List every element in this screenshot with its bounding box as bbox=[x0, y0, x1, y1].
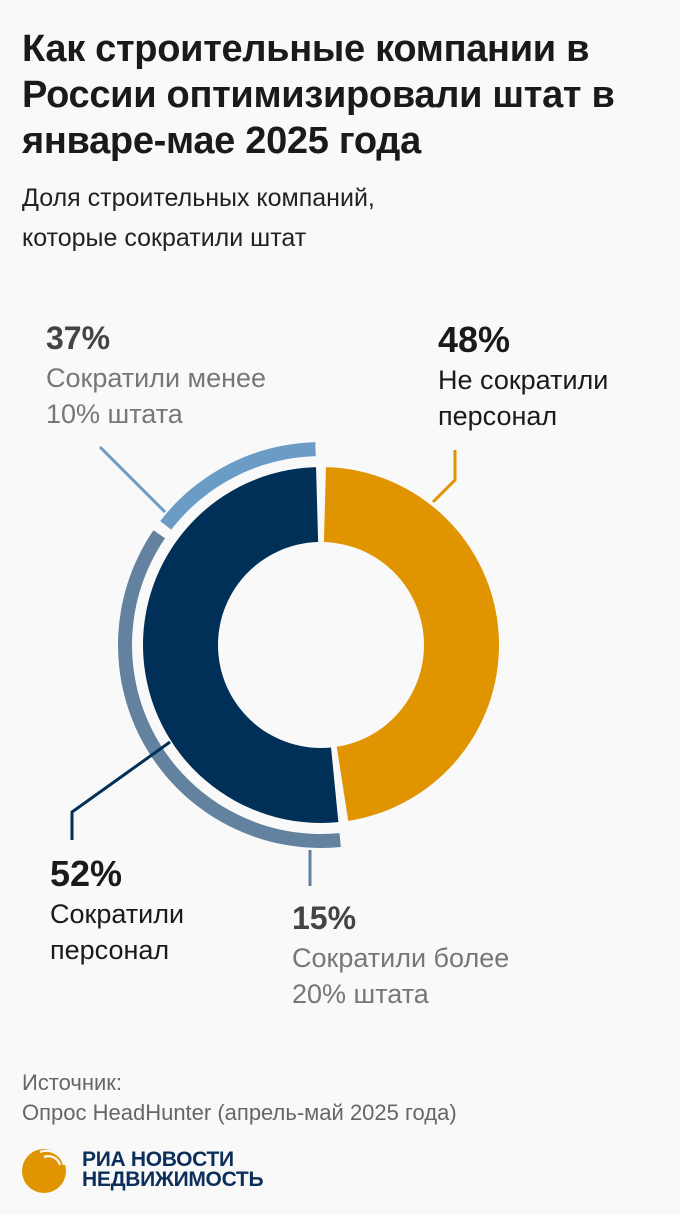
logo-line: РИА НОВОСТИ bbox=[82, 1148, 234, 1171]
outer-arc-1 bbox=[160, 442, 316, 530]
label-cut: 52% Сократили персонал bbox=[50, 852, 184, 968]
label-text: Сократили менее bbox=[46, 363, 267, 393]
label-pct: 48% bbox=[438, 319, 511, 360]
label-text: Сократили более bbox=[292, 943, 510, 973]
outer-arc-0 bbox=[117, 530, 341, 849]
label-pct: 37% bbox=[46, 320, 111, 356]
label-pct: 52% bbox=[50, 853, 123, 894]
label-text: Сократили bbox=[50, 899, 185, 929]
label-text: персонал bbox=[50, 935, 170, 965]
leader-line-not-cut bbox=[431, 450, 457, 504]
leader-line-cut bbox=[70, 740, 171, 840]
source-text: Опрос HeadHunter (апрель-май 2025 года) bbox=[22, 1100, 457, 1125]
label-less10: 37% Сократили менее 10% штата bbox=[46, 316, 266, 432]
logo-text: РИА НОВОСТИ НЕДВИЖИМОСТЬ bbox=[82, 1148, 264, 1191]
chart-subtitle: Доля строительных компаний, которые сокр… bbox=[22, 178, 622, 258]
label-text: персонал bbox=[438, 401, 558, 431]
label-pct: 15% bbox=[292, 900, 357, 936]
ria-logo-icon bbox=[22, 1144, 70, 1193]
subtitle-line: Доля строительных компаний, bbox=[22, 184, 375, 212]
donut-slice-0 bbox=[323, 467, 500, 821]
leader-line-less10 bbox=[98, 445, 167, 514]
subtitle-line: которые сократили штат bbox=[22, 224, 307, 252]
chart-title: Как строительные компании в России оптим… bbox=[22, 28, 615, 162]
logo-line: НЕДВИЖИМОСТЬ bbox=[82, 1168, 264, 1191]
source: Источник: Опрос HeadHunter (апрель-май 2… bbox=[22, 1068, 457, 1128]
label-text: 20% штата bbox=[292, 979, 429, 1009]
source-label: Источник: bbox=[22, 1070, 123, 1095]
donut-slice-1 bbox=[142, 467, 339, 823]
label-text: Не сократили bbox=[438, 365, 609, 395]
label-not-cut: 48% Не сократили персонал bbox=[438, 318, 608, 434]
label-more20: 15% Сократили более 20% штата bbox=[292, 896, 509, 1012]
label-text: 10% штата bbox=[46, 399, 183, 429]
